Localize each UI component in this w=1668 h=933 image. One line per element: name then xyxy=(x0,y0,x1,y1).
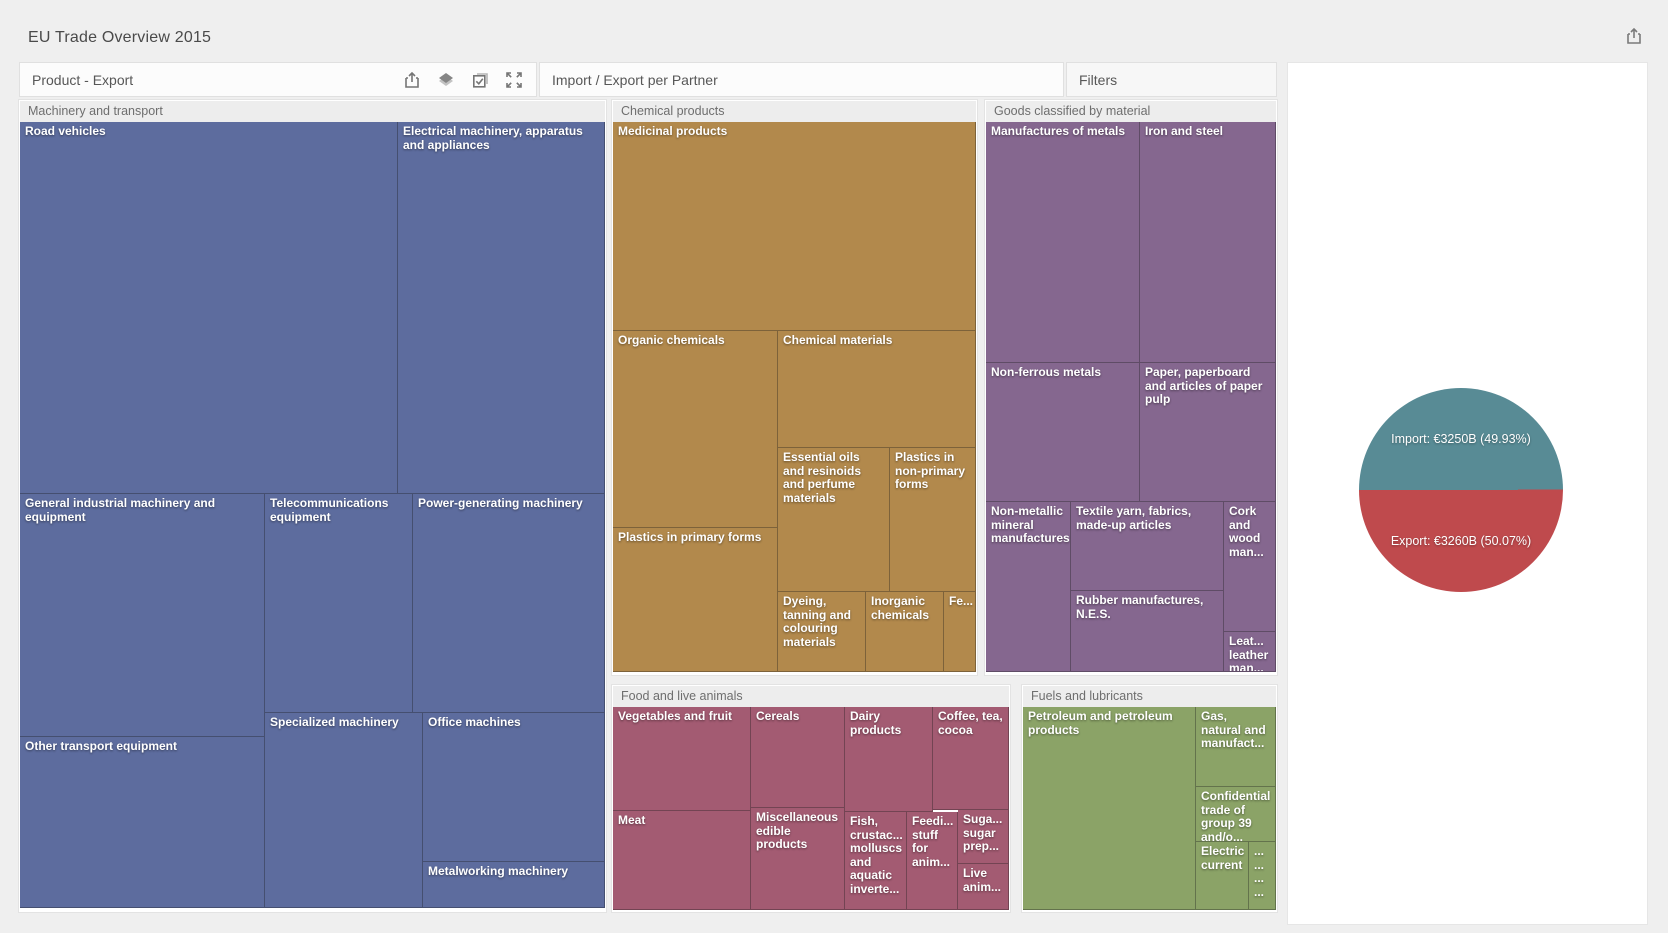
treemap-cell[interactable]: Essential oils and resinoids and perfume… xyxy=(778,448,890,592)
treemap-cell[interactable]: Feedi... stuff for anim... xyxy=(907,812,958,910)
treemap-cell[interactable]: Power-generating machinery xyxy=(413,494,605,713)
treemap-cell[interactable]: Road vehicles xyxy=(20,122,398,494)
toolbar-section-label: Product - Export xyxy=(32,71,134,88)
treemap-cell[interactable]: Metalworking machinery xyxy=(423,862,605,908)
treemap-cell[interactable]: Specialized machinery xyxy=(265,713,423,908)
treemap-cell[interactable]: Cereals xyxy=(751,707,845,808)
treemap-cell[interactable]: Petroleum and petroleum products xyxy=(1023,707,1196,910)
treemap-cell[interactable]: Plastics in primary forms xyxy=(613,528,778,672)
treemap-cell-area: Manufactures of metals Iron and steel Non-… xyxy=(986,122,1276,672)
treemap-cell[interactable]: Manufactures of metals xyxy=(986,122,1140,363)
treemap-group-header: Goods classified by material xyxy=(986,101,1276,122)
treemap-cell[interactable]: Non-ferrous metals xyxy=(986,363,1140,502)
treemap-cell[interactable]: Leat... leather man... xyxy=(1224,632,1276,672)
layers-icon[interactable] xyxy=(436,70,456,90)
treemap-cell[interactable]: Rubber manufactures, N.E.S. xyxy=(1071,591,1224,672)
treemap-group-machinery-and-transport: Machinery and transport Road vehicles Elec… xyxy=(19,100,606,912)
toolbar-section-import-export-per-partner[interactable]: Import / Export per Partner xyxy=(539,62,1064,97)
toolbar-section-label: Import / Export per Partner xyxy=(552,71,718,88)
toolbar-section-product-export[interactable]: Product - Export xyxy=(19,62,537,97)
treemap-cell[interactable]: Suga... sugar prep... xyxy=(958,810,1009,864)
treemap-cell[interactable]: ... ... ... ... xyxy=(1249,842,1276,910)
treemap-cell[interactable]: Plastics in non-primary forms xyxy=(890,448,976,592)
titlebar: EU Trade Overview 2015 xyxy=(0,0,1668,56)
treemap-cell-area: Petroleum and petroleum products Gas, nat… xyxy=(1023,707,1276,910)
treemap-cell[interactable]: Textile yarn, fabrics, made-up articles xyxy=(1071,502,1224,591)
treemap-cell[interactable]: Paper, paperboard and articles of paper … xyxy=(1140,363,1276,502)
treemap-cell[interactable]: Vegetables and fruit xyxy=(613,707,751,811)
treemap-cell[interactable]: Inorganic chemicals xyxy=(866,592,944,672)
pie-slice-label: Import: €3250B (49.93%) xyxy=(1391,432,1531,446)
treemap-cell[interactable]: Cork and wood man... xyxy=(1224,502,1276,632)
checkbox-icon[interactable] xyxy=(470,70,490,90)
treemap-cell[interactable]: Organic chemicals xyxy=(613,331,778,528)
treemap-group-fuels-and-lubricants: Fuels and lubricants Petroleum and petrol… xyxy=(1022,685,1277,912)
treemap-cell[interactable]: Gas, natural and manufact... xyxy=(1196,707,1276,787)
treemap-group-food-and-live-animals: Food and live animals Vegetables and frui… xyxy=(612,685,1010,912)
share-icon[interactable] xyxy=(1624,26,1644,46)
pie-card: Import: €3250B (49.93%) Export: €3260B (… xyxy=(1287,62,1648,925)
pie-chart[interactable]: Import: €3250B (49.93%) Export: €3260B (… xyxy=(1359,388,1563,592)
treemap-group-header: Machinery and transport xyxy=(20,101,605,122)
treemap-cell[interactable]: Miscellaneous edible products xyxy=(751,808,845,910)
treemap-cell[interactable]: Telecommunications equipment xyxy=(265,494,413,713)
treemap-group-header: Food and live animals xyxy=(613,686,1009,707)
treemap-cell[interactable]: Chemical materials xyxy=(778,331,976,448)
treemap-group-header: Chemical products xyxy=(613,101,976,122)
treemap-cell[interactable]: Electrical machinery, apparatus and appl… xyxy=(398,122,605,494)
treemap-cell[interactable]: Fe... xyxy=(944,592,976,672)
expand-icon[interactable] xyxy=(504,70,524,90)
treemap-cell[interactable]: Dyeing, tanning and colouring materials xyxy=(778,592,866,672)
treemap-cell[interactable]: Live anim... xyxy=(958,864,1009,910)
treemap-cell[interactable]: General industrial machinery and equipme… xyxy=(20,494,265,737)
treemap-cell[interactable]: Medicinal products xyxy=(613,122,976,331)
treemap-cell[interactable]: Electric current xyxy=(1196,842,1249,910)
treemap-group-chemical-products: Chemical products Medicinal products Organ… xyxy=(612,100,977,675)
toolbar-section-filters[interactable]: Filters xyxy=(1066,62,1277,97)
share-icon[interactable] xyxy=(402,70,422,90)
treemap-cell-area: Medicinal products Organic chemicals Chemi… xyxy=(613,122,976,672)
treemap-cell-area: Road vehicles Electrical machinery, appar… xyxy=(20,122,605,908)
treemap-cell[interactable]: Fish, crustac... molluscs and aquatic in… xyxy=(845,812,907,910)
treemap-group-header: Fuels and lubricants xyxy=(1023,686,1276,707)
treemap-cell[interactable]: Confidential trade of group 39 and/o... xyxy=(1196,787,1276,842)
treemap-cell[interactable]: Meat xyxy=(613,811,751,910)
treemap-cell[interactable]: Iron and steel xyxy=(1140,122,1276,363)
toolbar-section-label: Filters xyxy=(1079,71,1118,88)
page-title: EU Trade Overview 2015 xyxy=(28,29,212,46)
treemap-cell[interactable]: Other transport equipment xyxy=(20,737,265,908)
treemap-group-goods-classified-by-material: Goods classified by material Manufactures… xyxy=(985,100,1277,675)
treemap-cell[interactable]: Non-metallic mineral manufactures xyxy=(986,502,1071,672)
treemap-cell[interactable]: Office machines xyxy=(423,713,605,862)
toolbar-icons xyxy=(402,70,524,90)
treemap-cell-area: Vegetables and fruit Cereals Dairy product… xyxy=(613,707,1009,910)
treemap-cell[interactable]: Coffee, tea, cocoa xyxy=(933,707,1009,810)
treemap-cell[interactable]: Dairy products xyxy=(845,707,933,812)
pie-slice-label: Export: €3260B (50.07%) xyxy=(1390,534,1532,548)
